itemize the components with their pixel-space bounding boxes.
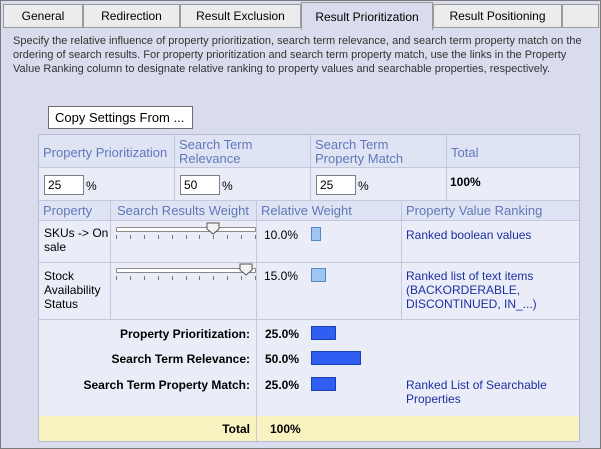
slider-tick [185,235,187,239]
property-row: Stock Availability Status 15.0% Ranked l… [39,263,579,319]
summary-value: 50.0% [265,352,300,366]
summary-section: Property Prioritization: 25.0% Search Te… [39,320,579,416]
header-search-term-property-match: Search Term Property Match [315,137,404,166]
weights-header-row: Property Prioritization Search Term Rele… [39,135,579,167]
total-row: Total 100% [39,416,579,441]
property-value-ranking-link[interactable]: Ranked list of text items (BACKORDERABLE… [406,269,537,311]
header-property: Property [43,203,93,218]
header-relative-weight: Relative Weight [261,203,352,218]
relative-weight-value: 15.0% [264,269,299,283]
relative-weight-value: 10.0% [264,228,299,242]
slider-tick [255,276,256,280]
total-value: 100% [270,422,301,436]
slider-tick [227,276,229,280]
header-property-value-ranking: Property Value Ranking [406,203,543,218]
slider-ticks [116,235,256,240]
slider-tick [255,235,256,239]
property-prioritization-input[interactable] [44,175,84,195]
search-term-relevance-input[interactable] [180,175,220,195]
copy-settings-button[interactable]: Copy Settings From ... [48,106,193,129]
slider-tick [241,235,243,239]
header-property-prioritization: Property Prioritization [43,145,168,160]
slider-tick [116,276,117,280]
tab-result-exclusion[interactable]: Result Exclusion [180,4,301,28]
tab-bar-filler [562,4,599,28]
total-label: Total [222,422,250,436]
header-total: Total [451,145,479,160]
slider-tick [213,276,215,280]
relative-weight-bar [311,268,326,282]
tab-result-prioritization[interactable]: Result Prioritization [301,2,433,30]
property-header-row: Property Search Results Weight Relative … [39,201,579,220]
percent-label: % [86,179,97,193]
summary-label: Search Term Property Match: [83,378,251,392]
property-value-ranking-link[interactable]: Ranked boolean values [406,228,532,242]
slider-ticks [116,276,256,281]
search-results-weight-slider[interactable] [116,268,256,273]
search-results-weight-slider[interactable] [116,227,256,232]
slider-tick [129,235,131,239]
slider-thumb[interactable] [206,222,220,235]
summary-value: 25.0% [265,378,300,392]
percent-label: % [358,179,369,193]
summary-label: Search Term Relevance: [111,352,250,366]
header-search-term-relevance: Search Term Relevance [179,137,253,166]
summary-bar [311,326,336,340]
slider-tick [227,235,229,239]
tab-general[interactable]: General [3,4,83,28]
searchable-properties-link[interactable]: Ranked List of Searchable Properties [406,378,547,406]
tab-result-positioning[interactable]: Result Positioning [433,4,562,28]
percent-label: % [222,179,233,193]
tab-redirection[interactable]: Redirection [83,4,180,28]
slider-tick [199,276,201,280]
slider-tick [213,235,215,239]
weights-total-value: 100% [450,175,481,189]
slider-tick [116,235,117,239]
relative-weight-bar [311,227,321,241]
slider-thumb[interactable] [239,263,253,276]
slider-tick [171,235,173,239]
slider-tick [143,235,145,239]
search-term-property-match-input[interactable] [316,175,356,195]
tab-bar: General Redirection Result Exclusion Res… [3,2,599,30]
property-name: Stock Availability Status [44,269,101,311]
summary-bar [311,377,336,391]
summary-bar [311,351,361,365]
page-description: Specify the relative influence of proper… [13,35,582,75]
property-name: SKUs -> On sale [44,226,109,254]
slider-tick [241,276,243,280]
slider-tick [157,235,159,239]
slider-tick [185,276,187,280]
summary-label: Property Prioritization: [119,327,250,341]
slider-tick [129,276,131,280]
slider-tick [157,276,159,280]
summary-value: 25.0% [265,327,300,341]
header-search-results-weight: Search Results Weight [117,203,249,218]
prioritization-panel: Property Prioritization Search Term Rele… [38,134,580,442]
property-row: SKUs -> On sale 10.0% Ranked boolean val… [39,221,579,262]
weights-input-row: % % % 100% [39,168,579,200]
slider-tick [171,276,173,280]
slider-tick [199,235,201,239]
slider-tick [143,276,145,280]
